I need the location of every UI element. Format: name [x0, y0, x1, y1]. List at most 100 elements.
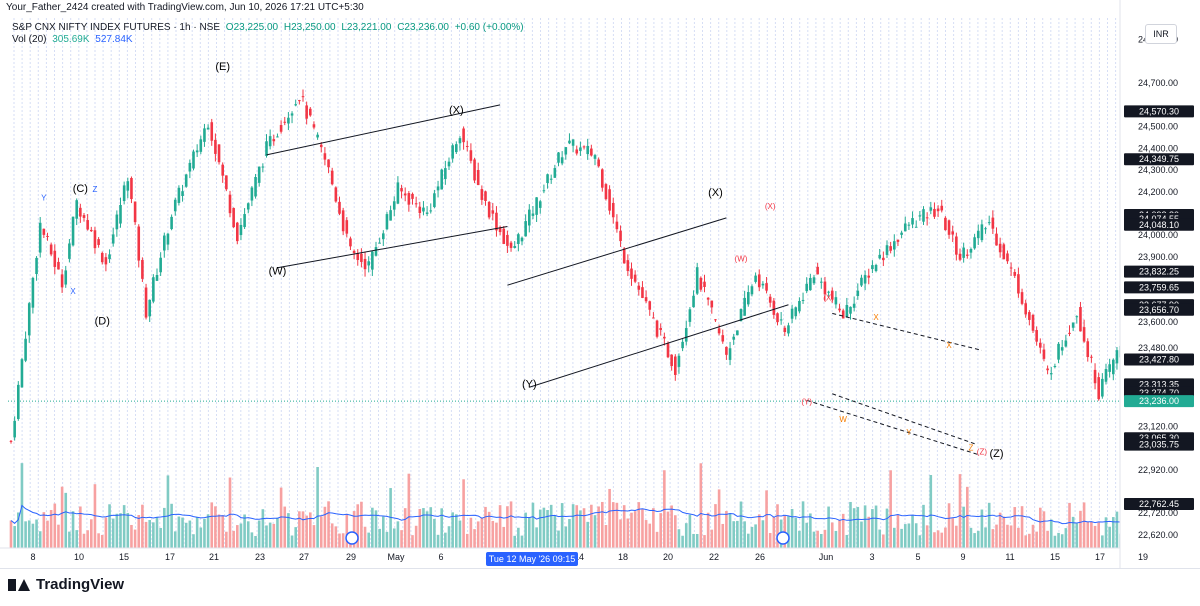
- volume-bar: [46, 521, 49, 548]
- volume-bar: [732, 521, 735, 548]
- candle-body: [218, 144, 221, 162]
- wave-label: X: [70, 287, 76, 296]
- volume-bar: [1043, 511, 1046, 548]
- x-tick-label: 9: [960, 552, 965, 562]
- candle-body: [824, 282, 827, 295]
- candle-body: [886, 245, 889, 255]
- volume-bar: [459, 521, 462, 548]
- wave-label: (W): [269, 265, 287, 277]
- volume-bar: [721, 524, 724, 548]
- wave-label: (X): [823, 293, 834, 302]
- volume-bar: [915, 523, 918, 548]
- volume-bar: [360, 502, 363, 548]
- volume-bar: [725, 511, 728, 548]
- candle-body: [966, 255, 969, 256]
- candle-body: [1112, 360, 1115, 375]
- candle-body: [408, 193, 411, 205]
- volume-bar: [320, 516, 323, 548]
- volume-label[interactable]: Vol (20): [12, 34, 46, 45]
- volume-bar: [627, 519, 630, 548]
- candle-body: [630, 269, 633, 279]
- volume-bar: [72, 511, 75, 548]
- volume-bar: [470, 518, 473, 548]
- candle-body: [32, 278, 35, 308]
- candle-body: [546, 174, 549, 183]
- candle-body: [1101, 379, 1104, 397]
- candle-body: [415, 203, 418, 204]
- wave-label: X: [946, 341, 952, 350]
- volume-bar: [791, 509, 794, 548]
- candle-body: [670, 355, 673, 366]
- volume-bar: [543, 508, 546, 548]
- candle-body: [816, 267, 819, 275]
- volume-bar: [437, 535, 440, 548]
- volume-bar: [499, 505, 502, 548]
- volume-bar: [1079, 511, 1082, 548]
- wave-labels: YX(C)Z(D)(E)(X)(W)(X)(Y)(X)(W)(X)(Y)XWYX…: [41, 61, 1003, 460]
- candle-body: [900, 233, 903, 235]
- symbol-title[interactable]: S&P CNX NIFTY INDEX FUTURES · 1h · NSE: [12, 22, 220, 33]
- candle-body: [721, 335, 724, 341]
- tradingview-logo[interactable]: TradingView: [8, 576, 124, 593]
- volume-bar: [298, 511, 301, 548]
- candle-body: [451, 145, 454, 158]
- currency-button[interactable]: INR: [1145, 24, 1177, 44]
- volume-bar: [1032, 525, 1035, 548]
- candle-body: [543, 190, 546, 191]
- volume-bar: [327, 501, 330, 548]
- candle-body: [276, 136, 279, 137]
- volume-bar: [455, 514, 458, 548]
- volume-bar: [1028, 534, 1031, 548]
- candle-body: [28, 303, 31, 335]
- volume-bar: [185, 523, 188, 548]
- volume-bar: [378, 529, 381, 548]
- candle-body: [930, 207, 933, 210]
- candle-body: [736, 330, 739, 335]
- candle-body: [944, 218, 947, 230]
- candle-body: [915, 227, 918, 228]
- volume-bar: [287, 513, 290, 548]
- volume-bar: [550, 505, 553, 548]
- volume-bar: [422, 508, 425, 548]
- volume-bar: [243, 514, 246, 548]
- volume-bar: [477, 521, 480, 548]
- volume-bar: [864, 505, 867, 548]
- volume-bar: [517, 528, 520, 548]
- candle-body: [305, 105, 308, 118]
- candle-body: [148, 300, 151, 317]
- volume-bar: [539, 510, 542, 548]
- candle-body: [791, 309, 794, 319]
- candle-body: [360, 254, 363, 262]
- trendline: [832, 313, 982, 350]
- volume-bar: [247, 521, 250, 548]
- volume-bar: [141, 505, 144, 548]
- volume-bar: [178, 517, 181, 548]
- volume-bar: [225, 532, 228, 548]
- volume-bar: [269, 523, 272, 548]
- candle-body: [838, 309, 841, 311]
- volume-bar: [1035, 532, 1038, 548]
- volume-bar: [39, 531, 42, 548]
- trendline: [277, 227, 507, 268]
- volume-bar: [718, 489, 721, 548]
- candle-body: [273, 139, 276, 141]
- volume-bar: [473, 529, 476, 548]
- candle-body: [692, 296, 695, 307]
- volume-bar: [575, 505, 578, 548]
- volume-bar: [977, 531, 980, 548]
- candle-body: [378, 243, 381, 244]
- candle-body: [294, 104, 297, 105]
- candle-body: [346, 220, 349, 234]
- wave-label: (X): [765, 202, 776, 211]
- volume-bar: [670, 505, 673, 548]
- candle-body: [849, 307, 852, 314]
- candle-body: [864, 275, 867, 283]
- candle-body: [35, 258, 38, 274]
- volume-bar: [521, 536, 524, 548]
- candle-body: [181, 191, 184, 196]
- candle-body: [331, 171, 334, 185]
- volume-bar: [889, 470, 892, 548]
- volume-bar: [338, 534, 341, 548]
- volume-bar: [1097, 523, 1100, 548]
